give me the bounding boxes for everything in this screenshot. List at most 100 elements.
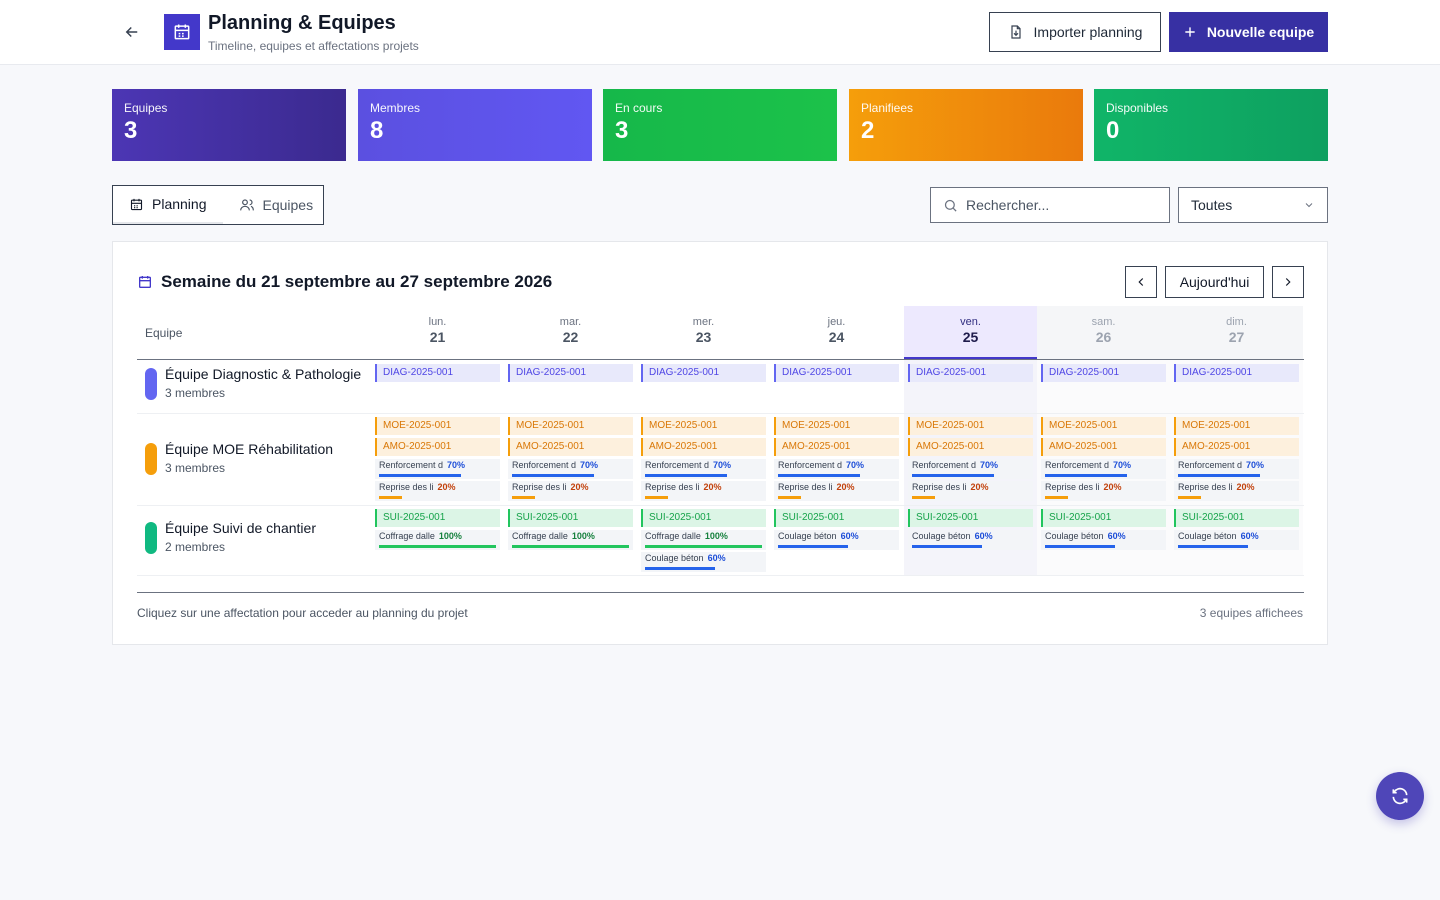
assignment-chip[interactable]: DIAG-2025-001: [908, 364, 1033, 382]
assignment-chip[interactable]: SUI-2025-001: [508, 509, 633, 527]
day-name: lun.: [428, 316, 447, 328]
task-label-row: Reprise des li 20%: [645, 481, 766, 494]
week-title: Semaine du 21 septembre au 27 septembre …: [137, 272, 552, 292]
task-name: Coulage béton: [645, 553, 704, 563]
assignment-chip[interactable]: MOE-2025-001: [908, 417, 1033, 435]
task-progress-item[interactable]: Renforcement d 70%: [1174, 459, 1299, 479]
task-progress-item[interactable]: Coulage béton 60%: [774, 530, 899, 550]
assignment-chip[interactable]: SUI-2025-001: [641, 509, 766, 527]
assignment-chip[interactable]: AMO-2025-001: [1041, 438, 1166, 456]
assignment-chip[interactable]: SUI-2025-001: [375, 509, 500, 527]
row-divider: [137, 413, 1304, 414]
assignment-chip[interactable]: AMO-2025-001: [774, 438, 899, 456]
task-progress-item[interactable]: Reprise des li 20%: [508, 481, 633, 501]
task-progress-item[interactable]: Renforcement d 70%: [641, 459, 766, 479]
task-progress-item[interactable]: Reprise des li 20%: [774, 481, 899, 501]
assignment-chip[interactable]: MOE-2025-001: [1174, 417, 1299, 435]
assignment-chip[interactable]: DIAG-2025-001: [641, 364, 766, 382]
import-planning-button[interactable]: Importer planning: [989, 12, 1161, 52]
task-percent: 70%: [846, 460, 865, 470]
assignment-chip[interactable]: AMO-2025-001: [375, 438, 500, 456]
day-name: ven.: [960, 316, 981, 328]
next-week-button[interactable]: [1272, 266, 1304, 298]
assignment-chip[interactable]: AMO-2025-001: [908, 438, 1033, 456]
task-progress-item[interactable]: Renforcement d 70%: [375, 459, 500, 479]
calendar-icon: [139, 276, 151, 288]
task-name: Renforcement d: [1045, 460, 1110, 470]
task-label-row: Reprise des li 20%: [512, 481, 633, 494]
page-subtitle: Timeline, equipes et affectations projet…: [208, 39, 419, 53]
footer-count: 3 equipes affichees: [1199, 606, 1303, 620]
task-progress-item[interactable]: Coulage béton 60%: [908, 530, 1033, 550]
progress-track: [1178, 545, 1295, 548]
row-divider: [137, 575, 1304, 576]
assignment-chip[interactable]: DIAG-2025-001: [508, 364, 633, 382]
assignment-chip[interactable]: MOE-2025-001: [774, 417, 899, 435]
assignment-chip[interactable]: SUI-2025-001: [1041, 509, 1166, 527]
team-row-header[interactable]: Équipe Diagnostic & Pathologie 3 membres: [145, 360, 361, 400]
assignment-chip[interactable]: AMO-2025-001: [641, 438, 766, 456]
today-button[interactable]: Aujourd'hui: [1165, 266, 1264, 298]
team-name: Équipe Diagnostic & Pathologie: [165, 366, 362, 382]
search-box: [930, 187, 1170, 223]
back-button[interactable]: [120, 20, 144, 44]
task-name: Coffrage dalle: [645, 531, 701, 541]
assignment-chip[interactable]: MOE-2025-001: [375, 417, 500, 435]
day-name: dim.: [1226, 316, 1247, 328]
assignment-chip[interactable]: SUI-2025-001: [774, 509, 899, 527]
task-percent: 70%: [580, 460, 599, 470]
assignment-chip[interactable]: AMO-2025-001: [1174, 438, 1299, 456]
previous-week-button[interactable]: [1125, 266, 1157, 298]
team-filter-select[interactable]: Toutes: [1178, 187, 1328, 223]
assignment-chip[interactable]: AMO-2025-001: [508, 438, 633, 456]
team-row-header[interactable]: Équipe MOE Réhabilitation 3 membres: [145, 435, 333, 475]
task-label-row: Renforcement d 70%: [778, 459, 899, 472]
day-number: 24: [828, 329, 845, 345]
task-progress-item[interactable]: Coulage béton 60%: [1041, 530, 1166, 550]
task-progress-item[interactable]: Coffrage dalle 100%: [508, 530, 633, 550]
task-progress-item[interactable]: Reprise des li 20%: [1174, 481, 1299, 501]
task-label-row: Coffrage dalle 100%: [512, 530, 633, 543]
task-progress-item[interactable]: Renforcement d 70%: [908, 459, 1033, 479]
progress-fill: [512, 474, 594, 477]
import-planning-label: Importer planning: [1033, 24, 1143, 40]
task-name: Reprise des li: [912, 482, 967, 492]
task-progress-item[interactable]: Renforcement d 70%: [508, 459, 633, 479]
day-header: dim. 27: [1170, 306, 1303, 359]
day-number: 22: [562, 329, 579, 345]
calendar-icon: [174, 24, 190, 40]
assignment-chip[interactable]: SUI-2025-001: [1174, 509, 1299, 527]
task-progress-item[interactable]: Reprise des li 20%: [641, 481, 766, 501]
assignment-chip[interactable]: DIAG-2025-001: [1041, 364, 1166, 382]
task-label-row: Coulage béton 60%: [912, 530, 1033, 543]
team-color-bar: [145, 522, 157, 554]
task-progress-item[interactable]: Coffrage dalle 100%: [641, 530, 766, 550]
day-header: mar. 22: [504, 306, 637, 359]
assignment-chip[interactable]: MOE-2025-001: [1041, 417, 1166, 435]
task-progress-item[interactable]: Reprise des li 20%: [375, 481, 500, 501]
tab-planning[interactable]: Planning: [113, 186, 223, 224]
search-input[interactable]: [966, 197, 1156, 213]
progress-track: [1045, 545, 1162, 548]
task-progress-item[interactable]: Coffrage dalle 100%: [375, 530, 500, 550]
task-progress-item[interactable]: Coulage béton 60%: [1174, 530, 1299, 550]
task-label-row: Renforcement d 70%: [512, 459, 633, 472]
team-row-header[interactable]: Équipe Suivi de chantier 2 membres: [145, 514, 316, 554]
task-progress-item[interactable]: Reprise des li 20%: [1041, 481, 1166, 501]
task-progress-item[interactable]: Renforcement d 70%: [1041, 459, 1166, 479]
stat-value: 2: [861, 117, 875, 144]
tab-equipes[interactable]: Equipes: [223, 186, 330, 224]
assignment-chip[interactable]: DIAG-2025-001: [1174, 364, 1299, 382]
assignment-chip[interactable]: DIAG-2025-001: [774, 364, 899, 382]
assignment-chip[interactable]: MOE-2025-001: [508, 417, 633, 435]
task-progress-item[interactable]: Reprise des li 20%: [908, 481, 1033, 501]
assignment-chip[interactable]: DIAG-2025-001: [375, 364, 500, 382]
assignment-chip[interactable]: MOE-2025-001: [641, 417, 766, 435]
refresh-button[interactable]: [1376, 772, 1424, 820]
task-label-row: Coffrage dalle 100%: [379, 530, 500, 543]
task-progress-item[interactable]: Coulage béton 60%: [641, 552, 766, 572]
assignment-chip[interactable]: SUI-2025-001: [908, 509, 1033, 527]
task-progress-item[interactable]: Renforcement d 70%: [774, 459, 899, 479]
new-team-button[interactable]: Nouvelle equipe: [1169, 12, 1328, 52]
team-color-bar: [145, 443, 157, 475]
